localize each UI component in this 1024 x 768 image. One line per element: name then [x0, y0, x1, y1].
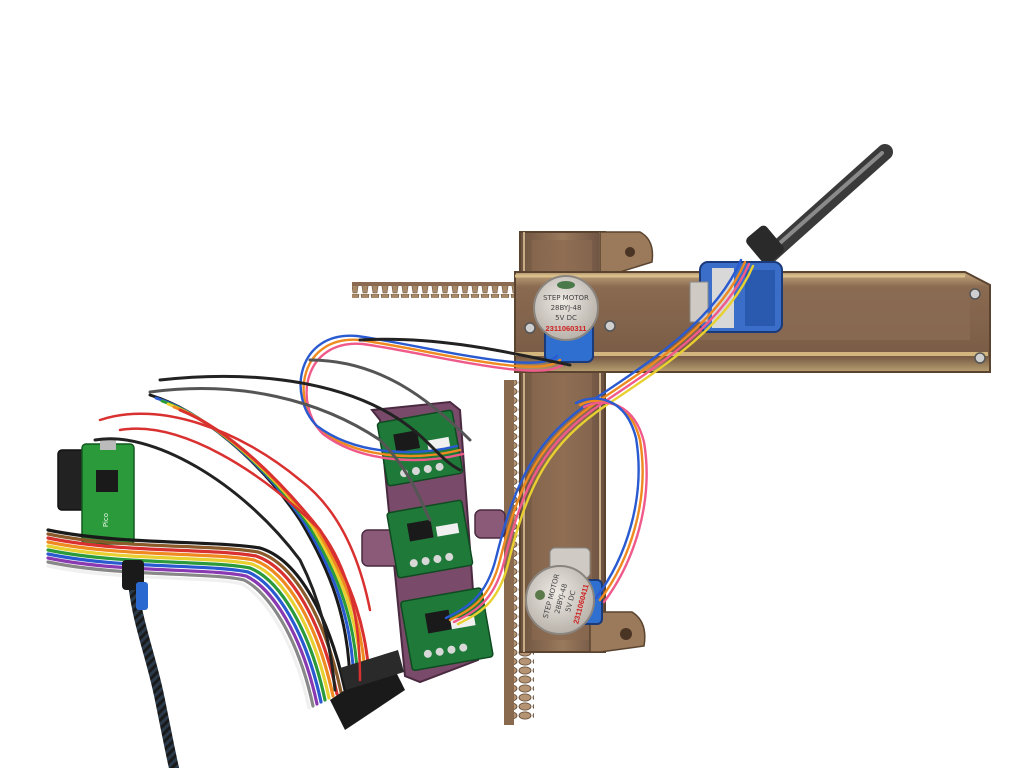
usb-cable — [122, 560, 179, 768]
top-motor-label-3: 5V DC — [555, 314, 577, 322]
ribbon-connector-block — [330, 650, 405, 730]
driver-pcb-2 — [386, 499, 474, 579]
arm-rod — [746, 144, 893, 265]
jumper-wires — [93, 337, 572, 692]
microcontroller-mark: Pico — [102, 513, 110, 527]
top-stepper-motor: STEP MOTOR 28BYJ-48 5V DC 2311060311 — [533, 275, 599, 363]
motor-wire-bundle-left — [299, 334, 565, 462]
top-motor-label-1: STEP MOTOR — [543, 294, 589, 302]
bottom-stepper-motor: STEP MOTOR 28BYJ-48 5V DC 2311060411 — [525, 547, 603, 635]
top-motor-label-2: 28BYJ-48 — [551, 304, 582, 312]
rainbow-ribbon-cable — [46, 528, 347, 710]
motor-wire-bundle-right — [574, 397, 648, 604]
motor-wire-bundle-top — [444, 258, 755, 626]
microcontroller-board: Pico — [57, 440, 135, 545]
top-motor-serial: 2311060311 — [546, 324, 587, 333]
